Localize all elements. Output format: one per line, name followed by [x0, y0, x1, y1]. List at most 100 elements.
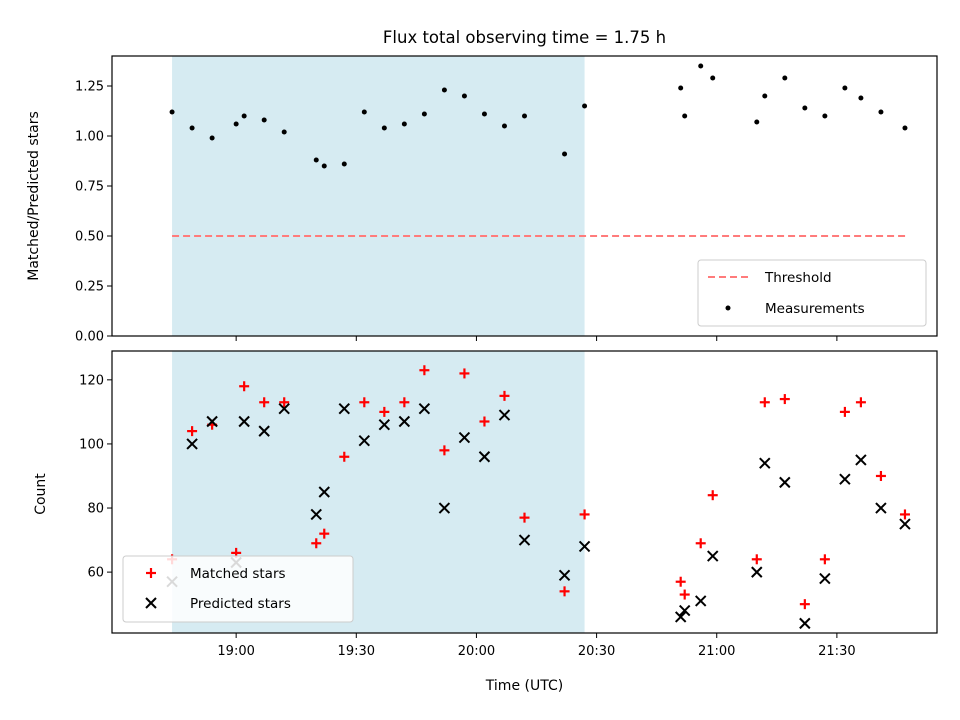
- matched-star-point: [751, 554, 762, 565]
- measurement-point: [802, 105, 808, 111]
- matched-star-point: [339, 451, 350, 462]
- y-tick-label: 1.00: [75, 130, 104, 145]
- y-tick-label: 0.75: [75, 180, 104, 195]
- predicted-star-point: [674, 611, 687, 623]
- predicted-star-point: [318, 486, 330, 498]
- matched-star-point: [679, 589, 690, 600]
- measurement-point: [321, 163, 327, 169]
- measurements-legend-swatch: [725, 305, 731, 311]
- predicted-star-point: [839, 473, 851, 485]
- predicted-stars-legend-swatch: [145, 597, 157, 609]
- predicted-star-point: [875, 502, 887, 514]
- measurement-point: [233, 121, 239, 127]
- matched-star-point: [855, 397, 866, 408]
- measurement-point: [381, 125, 387, 131]
- count-points: [166, 365, 911, 630]
- measurement-point: [341, 161, 347, 167]
- measurement-point: [481, 111, 487, 117]
- predicted-star-point: [751, 566, 763, 578]
- matched-star-point: [439, 445, 450, 456]
- measurement-point: [401, 121, 407, 127]
- bottom-legend-box: [122, 555, 354, 623]
- predicted-star-point: [707, 550, 719, 562]
- bottom-plot-frame: [111, 350, 938, 634]
- predicted-star-point: [478, 451, 491, 463]
- measurement-point: [710, 75, 716, 81]
- x-tick-label: 21:30: [818, 644, 855, 659]
- predicted-star-point: [578, 540, 591, 553]
- matched-star-point: [239, 381, 250, 392]
- predicted-star-point: [258, 425, 270, 437]
- matched-star-point: [311, 538, 322, 549]
- predicted-star-point: [398, 415, 411, 428]
- matched-star-point: [459, 368, 470, 379]
- x-tick-label: 20:30: [578, 644, 615, 659]
- y-tick-label: 0.00: [75, 330, 104, 345]
- bottom-x-axis-label: Time (UTC): [485, 678, 563, 694]
- bottom-x-axis-ticks: 19:00 19:30 20:00 20:30 21:00 21:30: [217, 633, 856, 659]
- bottom-y-axis-ticks: 60 80 100 120: [79, 373, 112, 581]
- measurement-point: [261, 117, 267, 123]
- predicted-star-point: [458, 431, 471, 444]
- predicted-star-point: [498, 409, 511, 421]
- matched-star-point: [779, 394, 790, 405]
- measurement-point: [209, 135, 215, 141]
- matched-star-point: [187, 426, 198, 437]
- measurement-point: [562, 151, 568, 157]
- y-tick-label: 120: [79, 373, 104, 388]
- measurement-point: [698, 63, 704, 69]
- measurement-point: [878, 109, 884, 115]
- threshold-legend-label: Threshold: [764, 270, 832, 286]
- top-x-axis-ticks: [235, 336, 838, 341]
- measurement-point: [754, 119, 760, 125]
- predicted-star-point: [695, 595, 707, 607]
- predicted-star-point: [518, 534, 531, 546]
- measurement-point: [678, 85, 684, 91]
- measurement-point: [822, 113, 828, 119]
- top-y-axis-label: Matched/Predicted stars: [26, 111, 42, 281]
- y-tick-label: 60: [87, 566, 104, 581]
- measurement-point: [361, 109, 367, 115]
- bottom-legend: Matched stars Predicted stars: [122, 555, 354, 623]
- measurement-point: [762, 93, 768, 99]
- measurement-points: [169, 63, 908, 169]
- predicted-star-point: [310, 508, 322, 521]
- y-tick-label: 100: [79, 437, 104, 452]
- matched-stars-legend-label: Matched stars: [190, 566, 286, 582]
- matched-star-point: [875, 470, 886, 481]
- predicted-star-point: [855, 454, 867, 466]
- matched-star-point: [839, 406, 850, 417]
- matched-star-point: [799, 599, 810, 610]
- matched-star-point: [899, 509, 910, 520]
- measurement-point: [421, 111, 427, 117]
- matched-star-point: [259, 397, 270, 408]
- x-tick-label: 20:00: [458, 644, 495, 659]
- bottom-y-axis-label: Count: [33, 473, 49, 515]
- matched-star-point: [319, 528, 330, 539]
- predicted-star-point: [418, 402, 431, 415]
- y-tick-label: 0.25: [75, 280, 104, 295]
- predicted-star-point: [799, 617, 811, 630]
- predicted-star-point: [358, 435, 371, 447]
- predicted-stars-legend-label: Predicted stars: [190, 596, 291, 612]
- measurement-point: [782, 75, 788, 81]
- measurement-point: [858, 95, 864, 101]
- y-tick-label: 80: [87, 502, 104, 517]
- x-tick-label: 19:30: [338, 644, 375, 659]
- x-tick-label: 19:00: [217, 644, 254, 659]
- matched-star-point: [559, 586, 570, 597]
- matched-star-point: [675, 576, 686, 587]
- top-panel: 0.00 0.25 0.50 0.75 1.00 1.25 Flux total obse…: [26, 28, 938, 345]
- matched-star-point: [759, 397, 770, 408]
- measurement-point: [461, 93, 467, 99]
- matched-stars-legend-swatch: [146, 568, 156, 578]
- predicted-star-point: [899, 518, 911, 530]
- measurement-point: [902, 125, 908, 131]
- predicted-star-point: [338, 402, 350, 415]
- measurement-point: [441, 87, 447, 93]
- top-plot-frame: [111, 55, 938, 337]
- predicted-star-point: [819, 572, 831, 585]
- x-tick-label: 21:00: [698, 644, 735, 659]
- matched-star-point: [695, 538, 706, 549]
